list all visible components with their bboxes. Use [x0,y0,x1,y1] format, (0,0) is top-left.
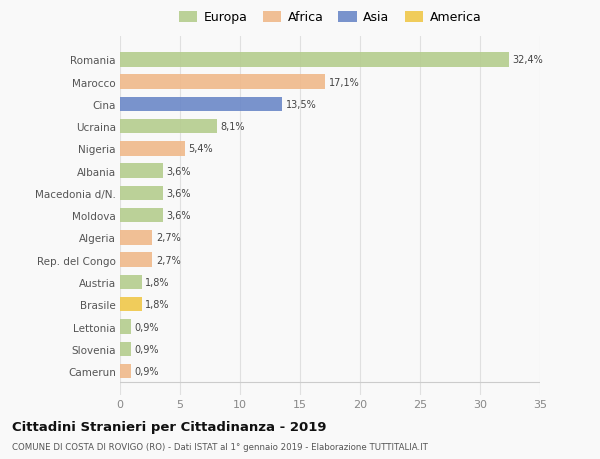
Text: 5,4%: 5,4% [188,144,213,154]
Text: 3,6%: 3,6% [167,211,191,221]
Text: 0,9%: 0,9% [134,322,159,332]
Bar [120,364,131,379]
Bar [120,75,325,90]
Text: 8,1%: 8,1% [221,122,245,132]
Bar [120,297,142,312]
Legend: Europa, Africa, Asia, America: Europa, Africa, Asia, America [176,9,484,27]
Text: 17,1%: 17,1% [329,78,359,87]
Text: Cittadini Stranieri per Cittadinanza - 2019: Cittadini Stranieri per Cittadinanza - 2… [12,420,326,433]
Bar [120,186,163,201]
Bar [120,342,131,356]
Bar [120,142,185,157]
Text: 1,8%: 1,8% [145,277,170,287]
Text: 0,9%: 0,9% [134,366,159,376]
Bar [120,120,217,134]
Text: 1,8%: 1,8% [145,300,170,309]
Bar [120,319,131,334]
Text: 13,5%: 13,5% [286,100,316,110]
Text: 32,4%: 32,4% [512,55,543,65]
Text: COMUNE DI COSTA DI ROVIGO (RO) - Dati ISTAT al 1° gennaio 2019 - Elaborazione TU: COMUNE DI COSTA DI ROVIGO (RO) - Dati IS… [12,442,428,451]
Bar [120,231,152,245]
Text: 3,6%: 3,6% [167,166,191,176]
Text: 0,9%: 0,9% [134,344,159,354]
Text: 2,7%: 2,7% [156,255,181,265]
Bar [120,164,163,179]
Bar [120,275,142,290]
Text: 3,6%: 3,6% [167,189,191,198]
Bar [120,253,152,268]
Bar [120,208,163,223]
Text: 2,7%: 2,7% [156,233,181,243]
Bar [120,53,509,67]
Bar [120,97,282,112]
